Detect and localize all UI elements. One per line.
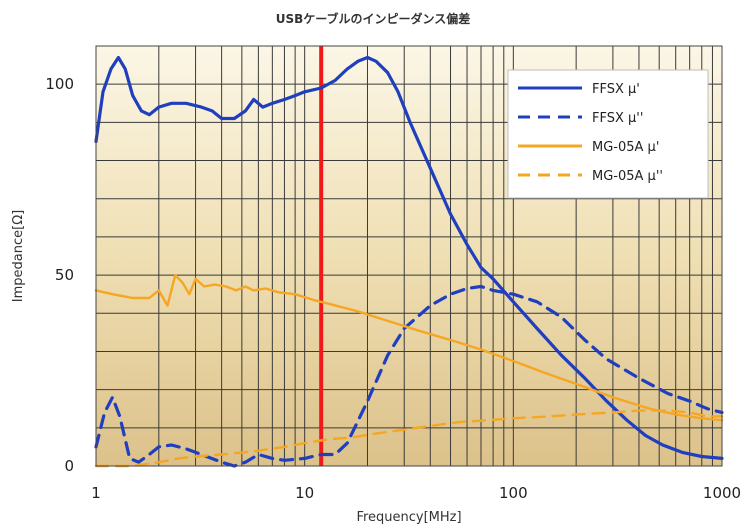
y-tick-label: 0 xyxy=(64,457,74,475)
tick-labels: 1 10 100 1000 0 50 100 xyxy=(45,75,741,502)
series-group xyxy=(94,55,724,468)
legend-box xyxy=(507,69,709,199)
x-tick-label: 1000 xyxy=(703,484,741,502)
series-line-3 xyxy=(94,409,724,468)
series-line-0 xyxy=(94,55,724,460)
series-line-2 xyxy=(94,273,724,422)
y-tick-label: 100 xyxy=(45,75,74,93)
y-axis-label: Impedance[Ω] xyxy=(11,210,26,302)
x-tick-label: 100 xyxy=(499,484,528,502)
legend-label-3: MG-05A μ'' xyxy=(592,169,663,184)
legend-label-0: FFSX μ' xyxy=(592,82,640,97)
y-tick-label: 50 xyxy=(55,266,74,284)
series-line-1 xyxy=(94,284,724,468)
x-tick-label: 10 xyxy=(295,484,314,502)
legend-label-1: FFSX μ'' xyxy=(592,111,643,126)
legend: FFSX μ' FFSX μ'' MG-05A μ' MG-05A μ'' xyxy=(507,69,709,199)
plot-border xyxy=(95,45,723,467)
chart-title: USBケーブルのインピーダンス偏差 xyxy=(275,12,471,26)
x-axis-label: Frequency[MHz] xyxy=(356,510,461,525)
x-tick-label: 1 xyxy=(91,484,101,502)
legend-label-2: MG-05A μ' xyxy=(592,140,659,155)
